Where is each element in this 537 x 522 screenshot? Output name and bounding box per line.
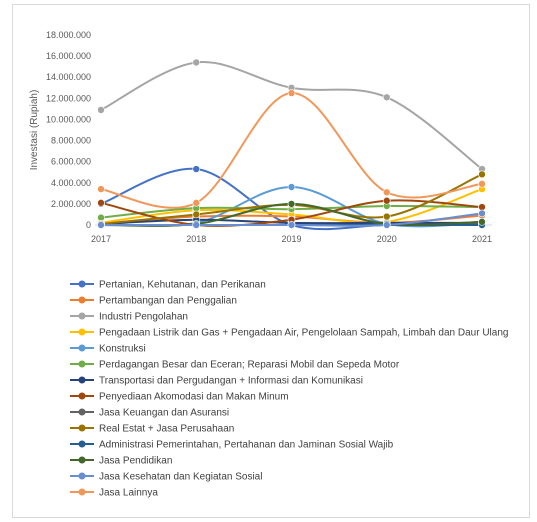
legend-entry-label: Pertanian, Kehutanan, dan Perikanan xyxy=(99,280,266,291)
x-tick-label: 2017 xyxy=(91,234,111,244)
data-point-jasa-lainnya xyxy=(192,199,201,207)
legend-entry-label: Pertambangan dan Penggalian xyxy=(99,296,237,307)
data-point-jasa-pendidikan xyxy=(287,200,296,208)
legend-entry-label: Jasa Lainnya xyxy=(99,488,158,499)
legend-swatch-marker xyxy=(78,472,86,480)
data-point-industri-pengolahan xyxy=(192,58,201,67)
y-tick-label: 6.000.000 xyxy=(51,157,91,167)
data-point-perdagangan-besar-dan-eceran-reparasi-mobil-dan-sepeda-motor xyxy=(97,213,105,222)
legend-swatch-marker xyxy=(78,312,86,320)
y-axis-title: Investasi (Rupiah) xyxy=(29,90,40,171)
data-point-jasa-lainnya xyxy=(287,89,296,97)
x-tick-label: 2021 xyxy=(472,234,492,244)
axes-layer: 0 2.000.000 4.000.000 6.000.000 8.000.000 10.… xyxy=(29,30,492,244)
legend-entry-label: Konstruksi xyxy=(99,344,146,355)
y-tick-label: 0 xyxy=(86,220,91,230)
y-tick-label: 10.000.000 xyxy=(46,114,91,124)
series-points-layer xyxy=(97,58,486,229)
legend-swatch-marker xyxy=(78,408,86,416)
data-point-jasa-lainnya xyxy=(382,188,391,197)
chart-frame: 0 2.000.000 4.000.000 6.000.000 8.000.000 10.… xyxy=(12,4,530,518)
legend-entry-label: Transportasi dan Pergudangan + Informasi… xyxy=(99,376,363,387)
legend-entry-label: Penyediaan Akomodasi dan Makan Minum xyxy=(99,392,289,403)
legend-entry-label: Administrasi Pemerintahan, Pertahanan da… xyxy=(99,440,394,451)
data-point-jasa-lainnya xyxy=(97,185,105,193)
y-tick-label: 14.000.000 xyxy=(46,72,91,82)
line-chart: 0 2.000.000 4.000.000 6.000.000 8.000.000 10.… xyxy=(29,30,508,499)
legend-swatch-marker xyxy=(78,488,86,496)
legend-swatch-marker xyxy=(78,456,86,464)
y-tick-label: 18.000.000 xyxy=(46,30,91,40)
data-point-jasa-kesehatan-dan-kegiatan-sosial xyxy=(382,221,391,229)
legend-swatch-marker xyxy=(78,328,86,336)
legend-entry-label: Pengadaan Listrik dan Gas + Pengadaan Ai… xyxy=(99,328,508,339)
legend-entry-label: Real Estat + Jasa Perusahaan xyxy=(99,424,234,435)
y-tick-label: 4.000.000 xyxy=(51,178,91,188)
legend: Pertanian, Kehutanan, dan Perikanan Perta… xyxy=(70,280,508,499)
data-point-jasa-lainnya xyxy=(478,180,486,188)
legend-swatch-marker xyxy=(78,376,86,384)
data-point-real-estat-jasa-perusahaan xyxy=(478,170,486,179)
legend-entry-label: Jasa Pendidikan xyxy=(99,456,172,467)
legend-entry-label: Jasa Keuangan dan Asuransi xyxy=(99,408,229,419)
data-point-jasa-kesehatan-dan-kegiatan-sosial xyxy=(287,221,296,229)
x-tick-label: 2019 xyxy=(281,234,301,244)
legend-swatch-marker xyxy=(78,424,86,432)
legend-swatch-marker xyxy=(78,344,86,352)
x-tick-label: 2018 xyxy=(186,234,206,244)
data-point-penyediaan-akomodasi-dan-makan-minum xyxy=(97,199,105,207)
data-point-konstruksi xyxy=(287,183,296,191)
y-tick-label: 12.000.000 xyxy=(46,93,91,103)
data-point-jasa-kesehatan-dan-kegiatan-sosial xyxy=(97,221,105,229)
legend-entry-label: Perdagangan Besar dan Eceran; Reparasi M… xyxy=(99,360,400,371)
series-line-industri-pengolahan xyxy=(100,61,483,170)
data-point-jasa-kesehatan-dan-kegiatan-sosial xyxy=(192,221,201,229)
legend-swatch-marker xyxy=(78,440,86,448)
legend-entry-label: Industri Pengolahan xyxy=(99,312,188,323)
data-point-jasa-kesehatan-dan-kegiatan-sosial xyxy=(478,209,486,218)
y-tick-label: 16.000.000 xyxy=(46,51,91,61)
data-point-real-estat-jasa-perusahaan xyxy=(382,212,391,221)
y-tick-label: 8.000.000 xyxy=(51,136,91,146)
data-point-penyediaan-akomodasi-dan-makan-minum xyxy=(382,196,391,205)
data-point-industri-pengolahan xyxy=(382,93,391,102)
legend-entry-label: Jasa Kesehatan dan Kegiatan Sosial xyxy=(99,472,262,483)
legend-swatch-marker xyxy=(78,296,86,304)
data-point-industri-pengolahan xyxy=(97,106,105,114)
legend-swatch-marker xyxy=(78,392,86,400)
data-point-penyediaan-akomodasi-dan-makan-minum xyxy=(478,203,486,211)
y-tick-label: 2.000.000 xyxy=(51,199,91,209)
data-point-pertanian-kehutanan-dan-perikanan xyxy=(192,165,201,173)
data-point-jasa-pendidikan xyxy=(478,218,486,226)
legend-swatch-marker xyxy=(78,360,86,368)
data-point-real-estat-jasa-perusahaan xyxy=(192,210,201,219)
legend-swatch-marker xyxy=(78,280,86,288)
x-tick-label: 2020 xyxy=(377,234,397,244)
